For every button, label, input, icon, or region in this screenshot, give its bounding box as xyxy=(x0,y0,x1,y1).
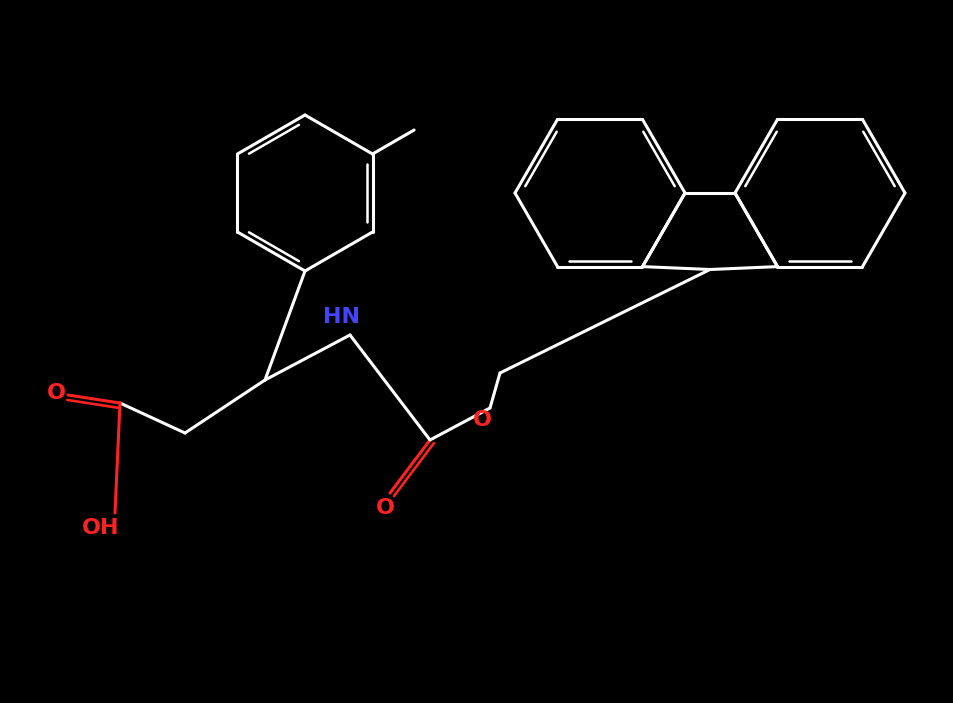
Text: O: O xyxy=(47,383,66,403)
Text: OH: OH xyxy=(82,518,120,538)
Text: O: O xyxy=(375,498,395,518)
Text: O: O xyxy=(472,410,491,430)
Text: HN: HN xyxy=(323,307,360,327)
